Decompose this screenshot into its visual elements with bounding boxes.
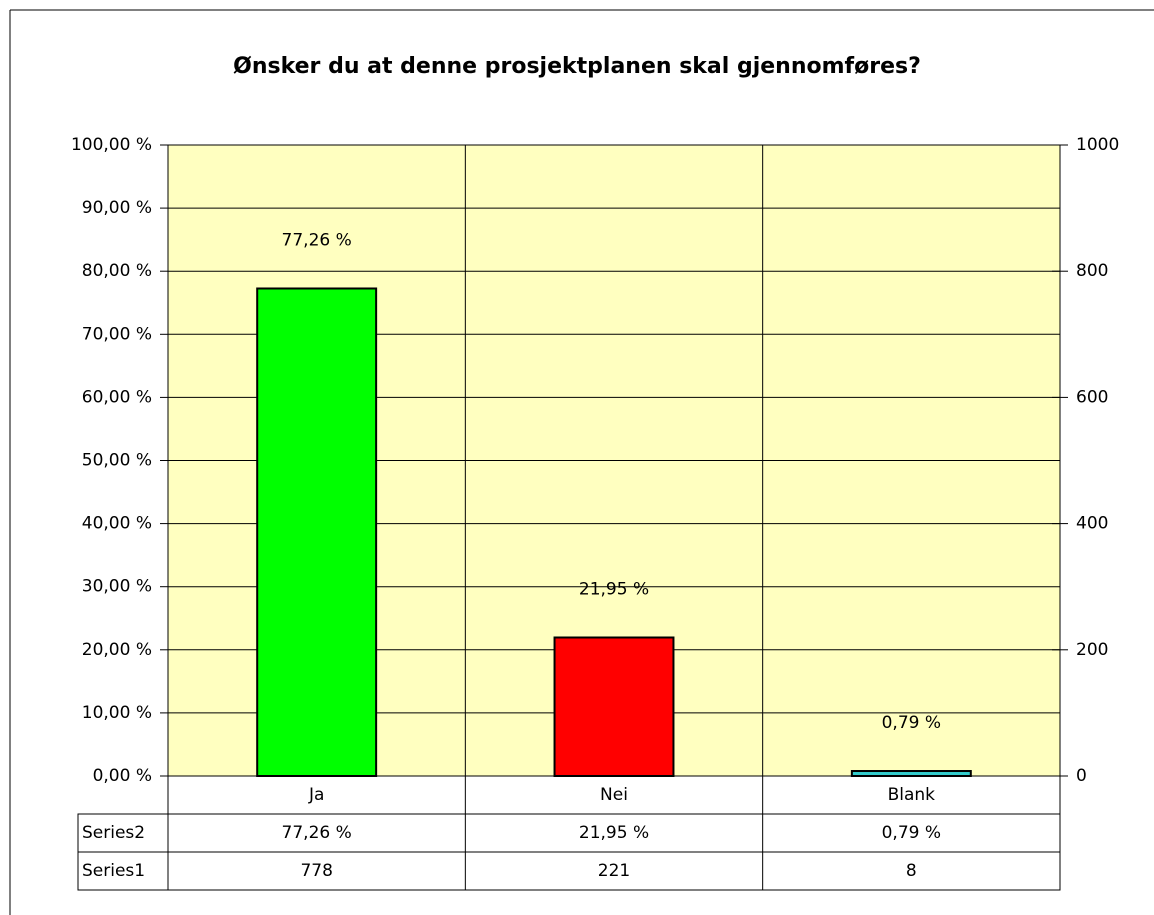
- y2-tick-label: 0: [1076, 766, 1087, 786]
- y-tick-label: 20,00 %: [82, 640, 152, 660]
- y-tick-label: 30,00 %: [82, 577, 152, 597]
- x-tick-label: Nei: [600, 785, 628, 805]
- bar: [553, 636, 675, 777]
- table-cell: 221: [598, 861, 630, 881]
- table-cell: 0,79 %: [882, 823, 941, 843]
- y-tick-label: 10,00 %: [82, 703, 152, 723]
- table-cell: 77,26 %: [282, 823, 352, 843]
- chart-title: Ønsker du at denne prosjektplanen skal g…: [233, 54, 921, 79]
- bar: [256, 287, 378, 777]
- y-tick-label: 40,00 %: [82, 514, 152, 534]
- data-label: 77,26 %: [282, 230, 352, 250]
- table-series-name: Series1: [82, 861, 145, 881]
- table-cell: 8: [906, 861, 917, 881]
- table-cell: 778: [300, 861, 332, 881]
- table-cell: 21,95 %: [579, 823, 649, 843]
- bar: [850, 770, 972, 777]
- y2-tick-label: 600: [1076, 387, 1108, 407]
- y-tick-label: 100,00 %: [71, 135, 152, 155]
- x-tick-label: Blank: [888, 785, 936, 805]
- y-tick-label: 90,00 %: [82, 198, 152, 218]
- y-tick-label: 0,00 %: [93, 766, 152, 786]
- table-series-name: Series2: [82, 823, 145, 843]
- data-label: 0,79 %: [882, 713, 941, 733]
- x-tick-label: Ja: [308, 785, 324, 805]
- y2-tick-label: 800: [1076, 261, 1108, 281]
- data-label: 21,95 %: [579, 579, 649, 599]
- y-tick-label: 80,00 %: [82, 261, 152, 281]
- y2-tick-label: 400: [1076, 514, 1108, 534]
- y-tick-label: 50,00 %: [82, 451, 152, 471]
- y2-tick-label: 1000: [1076, 135, 1119, 155]
- y-tick-label: 60,00 %: [82, 387, 152, 407]
- y2-tick-label: 200: [1076, 640, 1108, 660]
- y-tick-label: 70,00 %: [82, 324, 152, 344]
